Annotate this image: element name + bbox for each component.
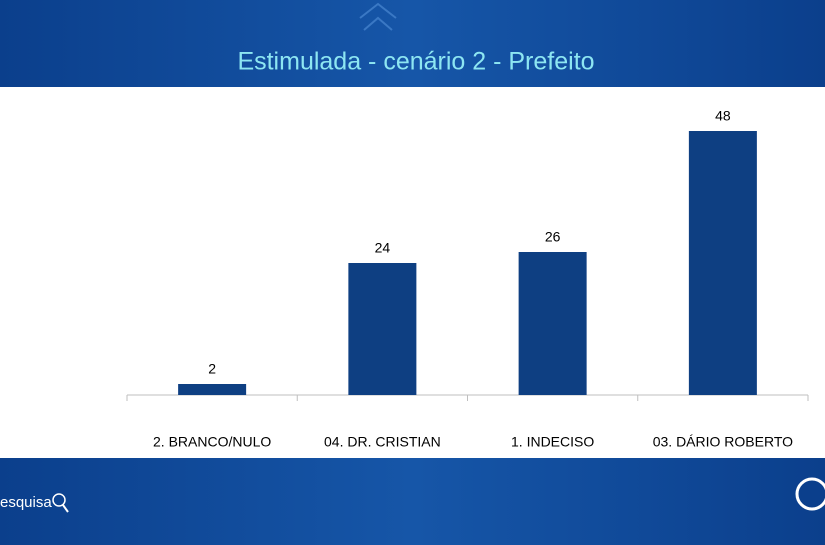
footer-band <box>0 458 825 545</box>
search-icon-handle <box>62 504 69 513</box>
search-icon <box>52 493 66 507</box>
x-tick-label: 04. DR. CRISTIAN <box>324 434 441 450</box>
data-label: 24 <box>375 240 391 256</box>
bar <box>178 384 247 395</box>
header-decoration <box>359 2 397 31</box>
chart-title: Estimulada - cenário 2 - Prefeito <box>237 48 594 76</box>
bar <box>688 131 757 395</box>
bar <box>348 263 417 395</box>
data-label: 48 <box>715 108 731 124</box>
chart: 2. BRANCO/NULO 2 04. DR. CRISTIAN 24 1. INDE… <box>126 108 809 450</box>
data-label: 2 <box>208 361 216 377</box>
header-band <box>0 0 825 87</box>
x-tick-label: 2. BRANCO/NULO <box>153 434 271 450</box>
footer-brand: esquisa <box>0 494 52 511</box>
bar <box>518 252 587 395</box>
data-label: 26 <box>545 229 561 245</box>
logo <box>795 477 825 511</box>
x-tick-label: 1. INDECISO <box>511 434 594 450</box>
x-tick-label: 03. DÁRIO ROBERTO <box>653 434 793 450</box>
